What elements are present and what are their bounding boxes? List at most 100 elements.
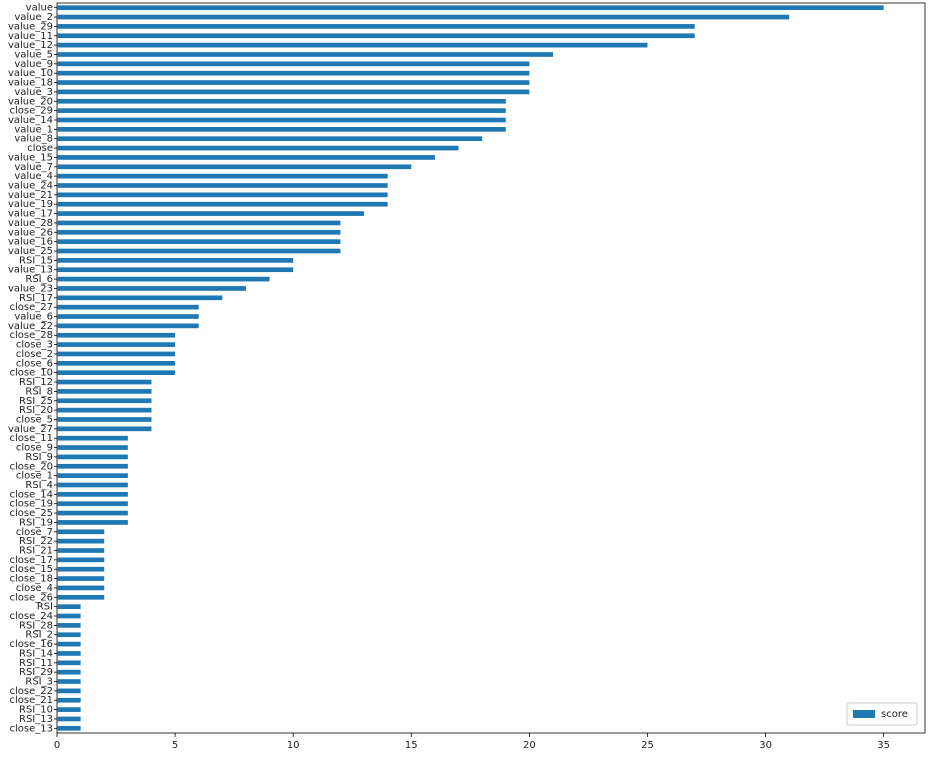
bar (57, 688, 81, 694)
bar (57, 417, 152, 422)
bar (57, 716, 81, 722)
bar (57, 557, 105, 563)
bar (57, 70, 530, 76)
bar (57, 641, 81, 647)
bar (57, 267, 294, 273)
bar (57, 80, 530, 85)
bar (57, 220, 341, 226)
bar (57, 679, 81, 684)
y-tick-label: RSI_10 (19, 705, 53, 716)
bar (57, 454, 128, 460)
y-tick-label: value_4 (14, 171, 53, 182)
bar (57, 24, 695, 29)
legend-label: score (881, 709, 908, 720)
y-tick-label: value_3 (14, 87, 53, 98)
y-tick-label: close_16 (10, 639, 53, 650)
bar (57, 594, 105, 600)
bar (57, 445, 128, 450)
y-tick-label: close_26 (10, 592, 53, 603)
y-tick-label: close_27 (10, 302, 53, 313)
y-tick-label: RSI_8 (25, 386, 53, 397)
y-tick-label: value_27 (8, 424, 53, 435)
y-tick-label: RSI_29 (19, 667, 53, 678)
plot-frame (56, 2, 926, 734)
bar (57, 239, 341, 244)
y-tick-label: RSI_2 (25, 630, 53, 641)
bar (57, 229, 341, 235)
y-tick-label: close_28 (10, 330, 53, 341)
bar (57, 501, 128, 507)
y-tick-label: close_14 (10, 489, 53, 500)
legend-swatch (853, 710, 875, 718)
bar (57, 697, 81, 703)
y-tick-label: value_29 (8, 21, 53, 32)
bar (57, 145, 459, 151)
bar (57, 323, 199, 329)
bar (57, 33, 695, 39)
y-tick-label: RSI_9 (25, 452, 53, 463)
y-tick-label: value_13 (8, 265, 53, 276)
y-tick-label: value_24 (8, 181, 53, 192)
bar (57, 538, 105, 544)
bar (57, 473, 128, 478)
y-tick-label: RSI_28 (19, 620, 53, 631)
bar (57, 707, 81, 712)
y-tick-label: close_21 (10, 695, 53, 706)
y-tick-label: value_14 (8, 115, 53, 126)
bar (57, 435, 128, 441)
bar (57, 304, 199, 310)
x-tick-label: 15 (405, 740, 418, 751)
y-tick-label: value_7 (14, 162, 53, 173)
bar (57, 370, 176, 376)
y-tick-label: RSI_21 (19, 546, 53, 557)
bar (57, 248, 341, 254)
y-tick-label: value_28 (8, 218, 53, 229)
y-tick-label: RSI_15 (19, 255, 53, 266)
y-tick-label: value_5 (14, 49, 53, 60)
bar (57, 5, 884, 11)
y-tick-label: value_6 (14, 312, 53, 323)
y-tick-label: close_6 (16, 358, 53, 369)
bar (57, 651, 81, 656)
y-tick-label: RSI_6 (25, 274, 53, 285)
y-tick-label: value_23 (8, 283, 53, 294)
bar (57, 136, 483, 142)
y-tick-label: close_24 (10, 611, 53, 622)
bar (57, 520, 128, 525)
legend-box (846, 702, 918, 726)
x-tick-label: 30 (759, 740, 772, 751)
y-tick-label: value_8 (14, 134, 53, 145)
bar (57, 576, 105, 581)
bar (57, 585, 105, 591)
bar (57, 98, 506, 104)
bar (57, 192, 388, 198)
y-tick-label: close_17 (10, 555, 53, 566)
x-tick-label: 35 (877, 740, 890, 751)
y-tick-label: value_12 (8, 40, 53, 51)
bar (57, 613, 81, 619)
bar (57, 276, 270, 282)
bar (57, 314, 199, 319)
y-tick-label: close_25 (10, 508, 53, 519)
bar (57, 286, 246, 291)
bar (57, 201, 388, 207)
y-tick-label: close_29 (10, 106, 53, 117)
bar (57, 360, 176, 366)
bar (57, 155, 435, 160)
y-tick-label: RSI_4 (25, 480, 53, 491)
y-tick-label: RSI_11 (19, 658, 53, 669)
y-tick-label: value_16 (8, 237, 53, 248)
y-tick-label: close_20 (10, 461, 53, 472)
bar (57, 379, 152, 385)
bar (57, 510, 128, 516)
y-tick-label: RSI_17 (19, 293, 53, 304)
y-tick-label: value (26, 3, 53, 14)
bar (57, 725, 81, 731)
y-tick-label: close_13 (10, 723, 53, 734)
bar (57, 117, 506, 123)
bar (57, 14, 790, 20)
y-tick-label: RSI_19 (19, 517, 53, 528)
y-tick-label: value_11 (8, 31, 53, 42)
